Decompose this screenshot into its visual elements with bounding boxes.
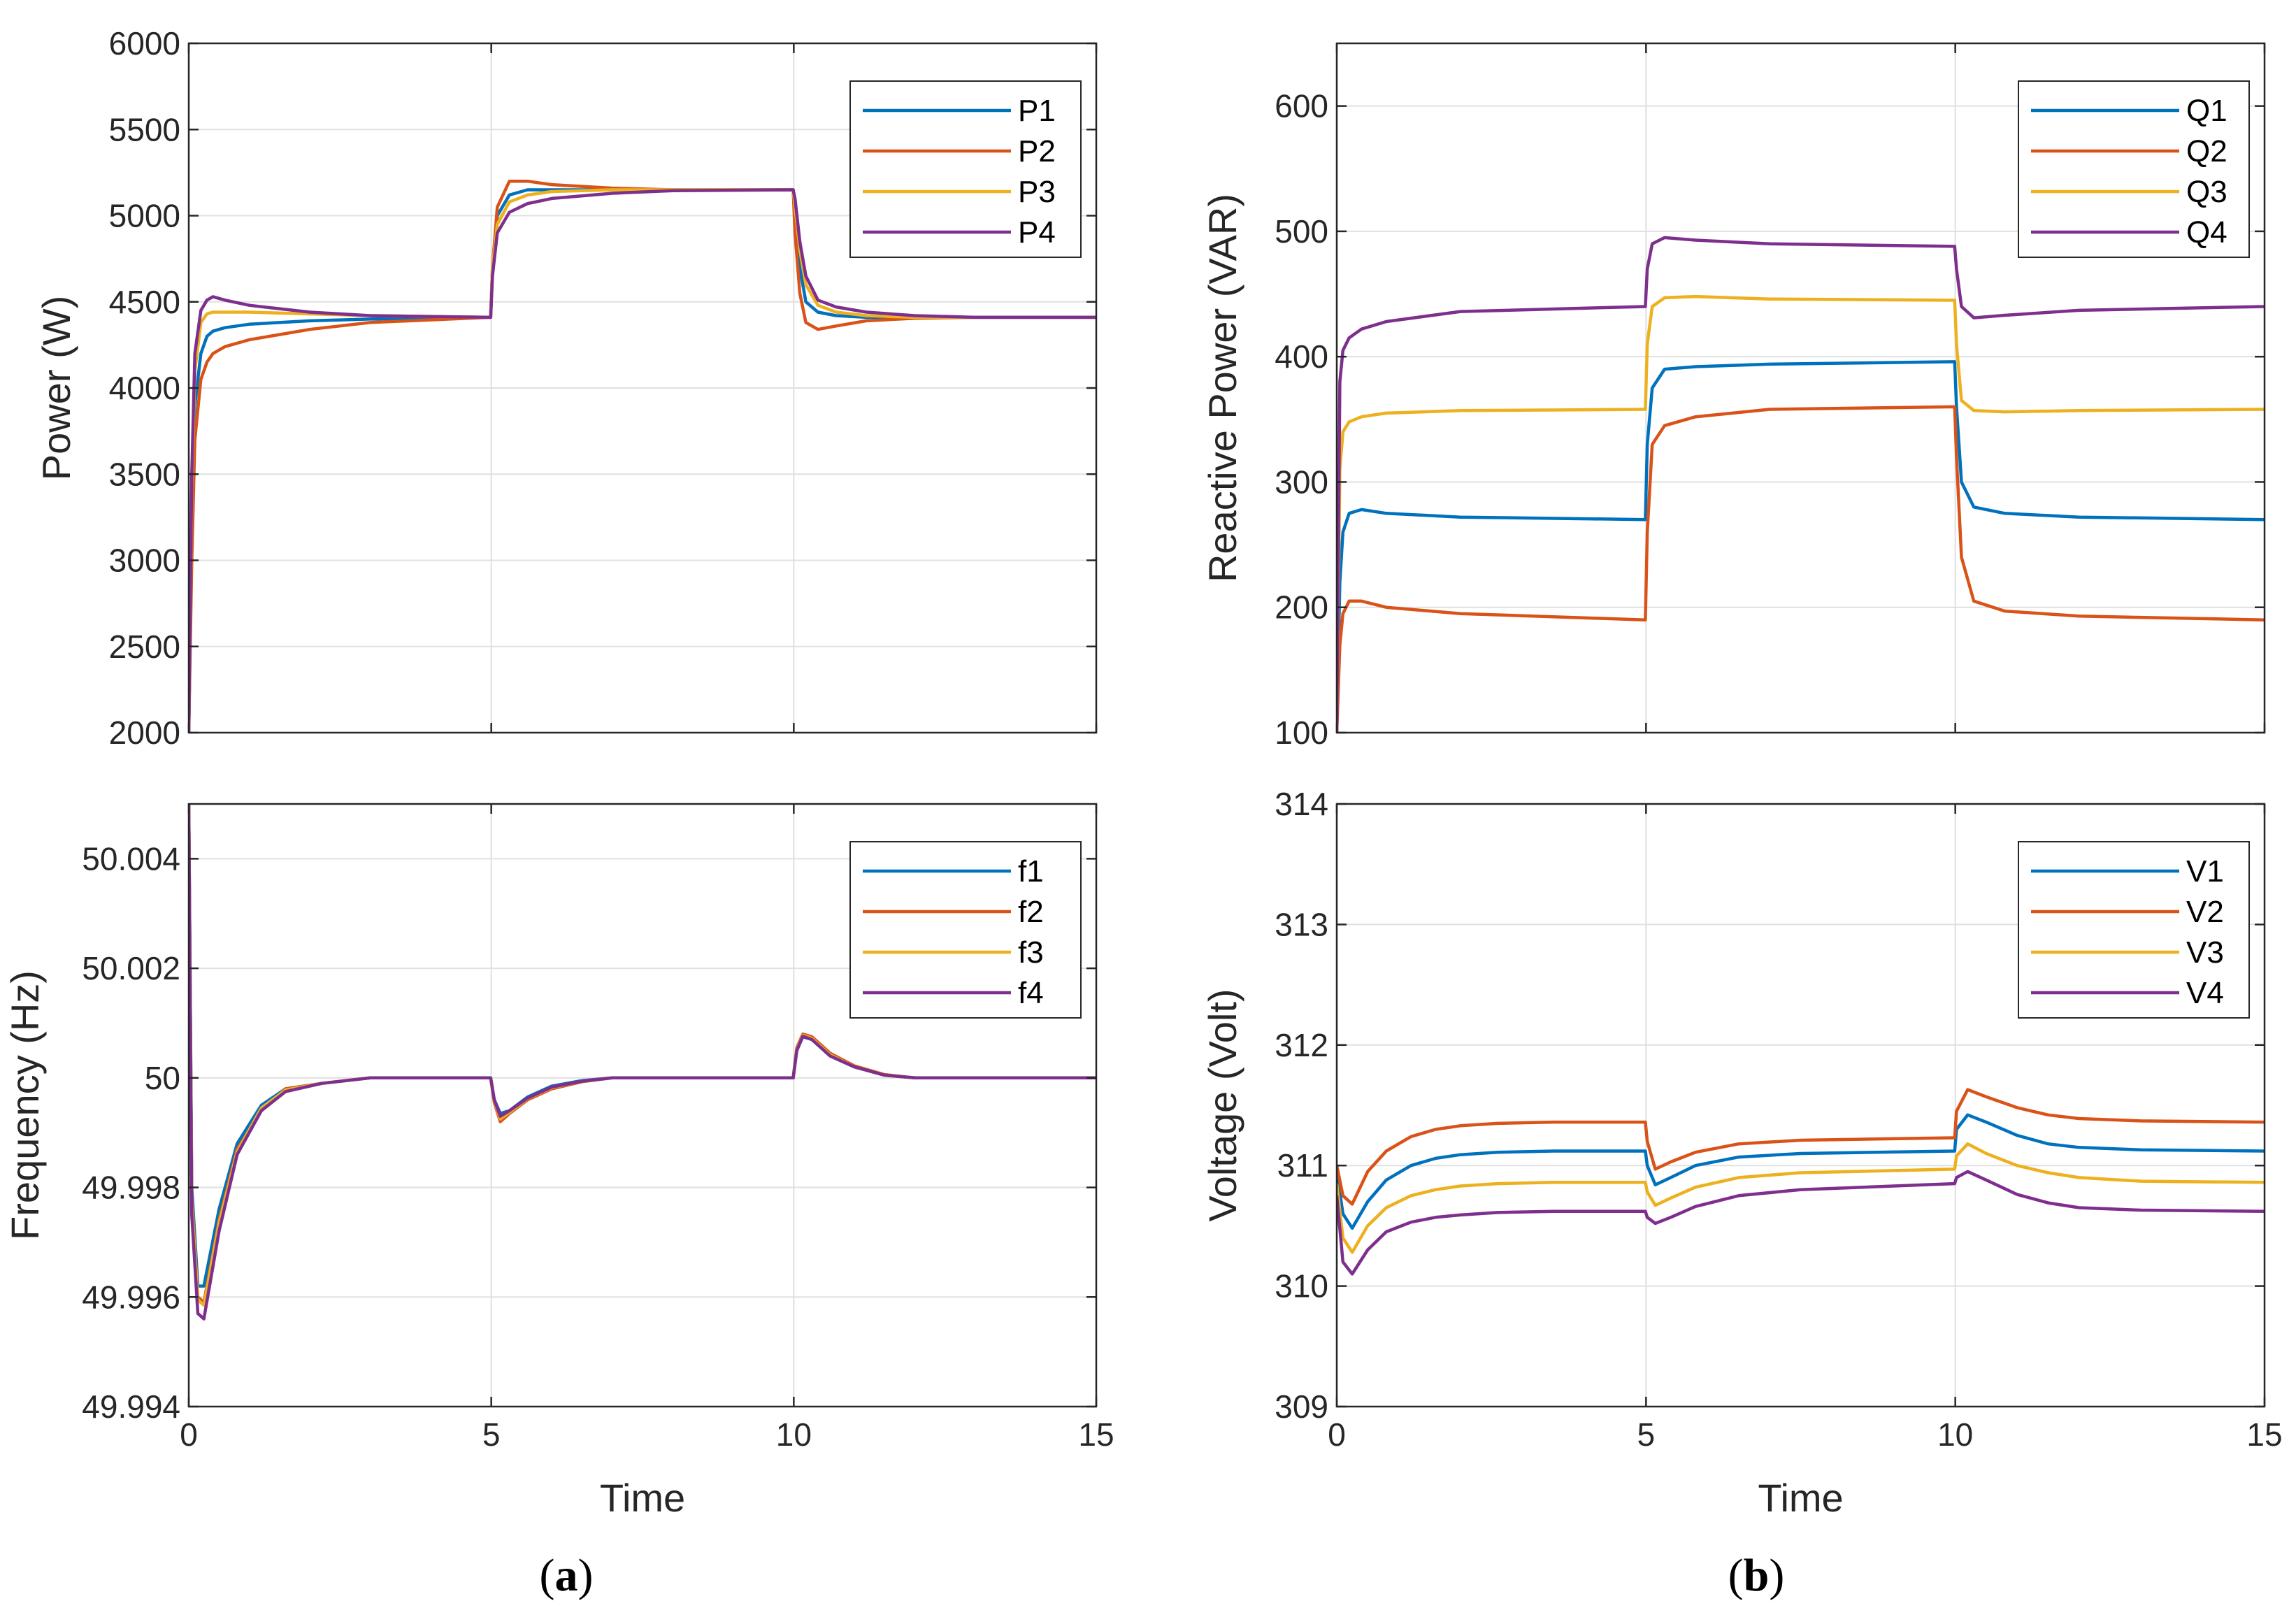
series-line-v1	[1337, 1113, 2265, 1230]
y-tick-label: 2000	[109, 714, 180, 751]
y-tick-label: 313	[1275, 906, 1328, 942]
series-line-q2	[1337, 405, 2265, 733]
y-axis-label: Reactive Power (VAR)	[1200, 194, 1244, 582]
y-tick-label: 400	[1275, 338, 1328, 375]
y-tick-label: 4000	[109, 370, 180, 406]
y-axis-label: Frequency (Hz)	[3, 970, 47, 1240]
legend-label-f3: f3	[1018, 935, 1044, 970]
legend-label-f4: f4	[1018, 976, 1044, 1010]
series-group	[189, 804, 1096, 1321]
legend-label-v2: V2	[2186, 895, 2224, 929]
y-tick-label: 314	[1275, 786, 1328, 822]
series-line-v4	[1337, 1170, 2265, 1276]
caption-a: (a)	[540, 1550, 594, 1601]
y-tick-label: 5500	[109, 111, 180, 148]
legend-label-q1: Q1	[2186, 94, 2227, 128]
y-tick-label: 2500	[109, 628, 180, 665]
series-line-p4	[189, 188, 1096, 733]
voltage-chart: 309 310 311 312 313 314 0 5 10 15 Time Voltage (Vol…	[1200, 786, 2283, 1520]
legend-label-p1: P1	[1018, 94, 1056, 128]
legend-label-v1: V1	[2186, 854, 2224, 889]
series-line-p1	[189, 188, 1096, 733]
y-tick-label: 500	[1275, 213, 1328, 250]
power-chart: 2000 2500 3000 3500 4000 4500 5000 5500 6000 Powe…	[34, 25, 1098, 751]
x-tick-label: 15	[2246, 1416, 2282, 1453]
series-line-q4	[1337, 236, 2265, 733]
y-tick-label: 100	[1275, 714, 1328, 751]
legend: P1 P2 P3 P4	[849, 80, 1082, 258]
legend: f1 f2 f3 f4	[849, 841, 1082, 1019]
series-line-q1	[1337, 360, 2265, 733]
series-line-q3	[1337, 294, 2265, 733]
x-tick-label: 5	[1637, 1416, 1656, 1453]
series-line-p2	[189, 179, 1096, 733]
caption-a-letter: a	[555, 1550, 578, 1601]
legend-label-p3: P3	[1018, 175, 1056, 209]
legend-label-q2: Q2	[2186, 134, 2227, 168]
y-tick-label: 200	[1275, 589, 1328, 626]
legend-label-p4: P4	[1018, 215, 1056, 250]
y-tick-label: 311	[1277, 1147, 1328, 1184]
x-axis-label: Time	[600, 1476, 685, 1520]
y-tick-label: 3500	[109, 456, 180, 492]
y-tick-label: 6000	[109, 25, 180, 62]
legend-label-f1: f1	[1018, 854, 1044, 889]
axes-box	[1335, 42, 2266, 734]
legend-label-v3: V3	[2186, 935, 2224, 970]
axes-box	[1335, 803, 2266, 1408]
x-tick-label: 0	[180, 1416, 198, 1453]
y-axis-label: Voltage (Volt)	[1200, 989, 1244, 1221]
x-tick-label: 5	[482, 1416, 501, 1453]
legend-label-v4: V4	[2186, 976, 2224, 1010]
y-tick-label: 50.002	[82, 950, 180, 986]
y-tick-label: 300	[1275, 463, 1328, 500]
series-line-p3	[189, 188, 1096, 733]
axes-box	[187, 803, 1098, 1408]
y-tick-label: 4500	[109, 284, 180, 320]
series-line-f4	[189, 804, 1096, 1321]
series-line-v3	[1337, 1142, 2265, 1254]
frequency-chart: 49.994 49.996 49.998 50 50.002 50.004 0 5 10 15 Ti…	[3, 803, 1114, 1520]
x-tick-label: 10	[776, 1416, 812, 1453]
y-tick-label: 312	[1275, 1027, 1328, 1063]
y-tick-label: 49.994	[82, 1388, 180, 1425]
legend-label-p2: P2	[1018, 134, 1056, 168]
series-group	[1337, 236, 2265, 733]
x-tick-label: 10	[1937, 1416, 1973, 1453]
y-tick-label: 309	[1275, 1388, 1328, 1425]
y-tick-label: 49.996	[82, 1279, 180, 1315]
caption-b-letter: b	[1744, 1550, 1770, 1601]
x-tick-label: 0	[1328, 1416, 1346, 1453]
series-group	[189, 179, 1096, 733]
y-tick-label: 310	[1275, 1268, 1328, 1305]
x-tick-label: 15	[1078, 1416, 1114, 1453]
x-axis-label: Time	[1758, 1476, 1843, 1520]
caption-b: (b)	[1728, 1550, 1785, 1601]
legend: V1 V2 V3 V4	[2018, 841, 2250, 1019]
series-line-v2	[1337, 1088, 2265, 1206]
series-group	[1337, 1088, 2265, 1276]
reactive-power-chart: 100 200 300 400 500 600 Reactive Power (VAR) Q1…	[1200, 42, 2266, 751]
y-tick-label: 5000	[109, 198, 180, 234]
y-tick-label: 600	[1275, 88, 1328, 124]
legend-label-f2: f2	[1018, 895, 1044, 929]
legend-label-q3: Q3	[2186, 175, 2227, 209]
y-tick-label: 50	[145, 1060, 180, 1096]
y-tick-label: 49.998	[82, 1170, 180, 1206]
legend: Q1 Q2 Q3 Q4	[2018, 80, 2250, 258]
y-axis-label: Power (W)	[34, 296, 78, 480]
y-tick-label: 3000	[109, 542, 180, 579]
y-tick-label: 50.004	[82, 840, 180, 877]
legend-label-q4: Q4	[2186, 215, 2227, 250]
